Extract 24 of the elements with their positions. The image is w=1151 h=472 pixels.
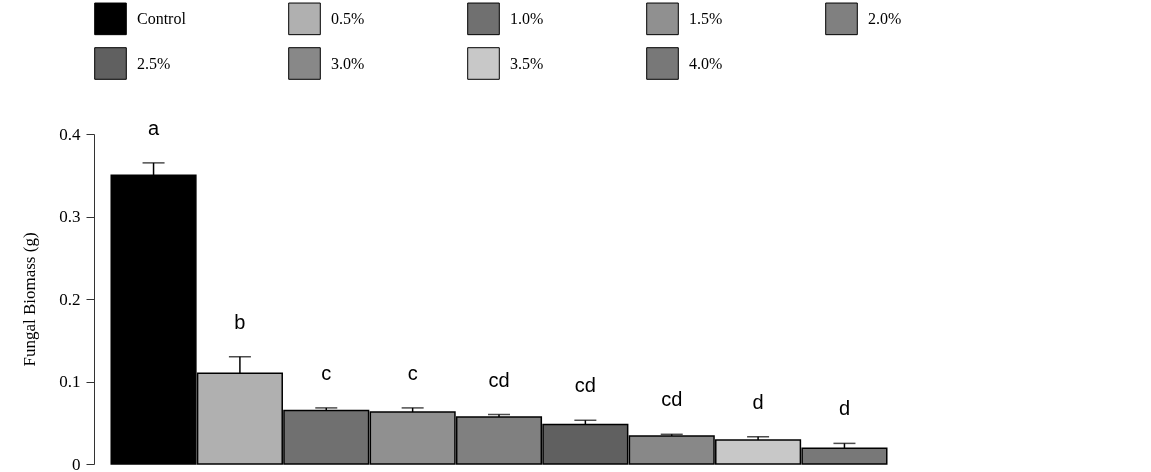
legend-label: 4.0% — [689, 54, 723, 72]
annotation: d — [752, 390, 764, 413]
legend-label: Control — [137, 9, 187, 27]
legend-label: 1.0% — [510, 9, 544, 27]
annotation: a — [147, 116, 160, 139]
annotation: c — [407, 361, 418, 384]
legend-label: 2.5% — [137, 54, 171, 72]
y-axis-title: Fungal Biomass (g) — [20, 232, 40, 367]
y-tick-label: 0.4 — [59, 124, 81, 144]
legend-label: 3.5% — [510, 54, 544, 72]
annotation: d — [838, 397, 851, 420]
annotation: cd — [574, 374, 596, 397]
y-tick-label: 0.1 — [59, 372, 81, 391]
y-tick-label: 0 — [72, 454, 81, 472]
y-tick-label: 0.3 — [59, 207, 81, 226]
legend-label: 0.5% — [331, 9, 365, 27]
legend-label: 2.0% — [868, 9, 902, 27]
legend-label: 1.5% — [689, 9, 723, 27]
y-tick-label: 0.2 — [59, 289, 81, 309]
annotation: b — [234, 310, 246, 333]
legend-label: 3.0% — [331, 54, 365, 72]
annotation: cd — [661, 388, 683, 411]
annotation: cd — [488, 368, 510, 391]
annotation: c — [321, 361, 332, 384]
